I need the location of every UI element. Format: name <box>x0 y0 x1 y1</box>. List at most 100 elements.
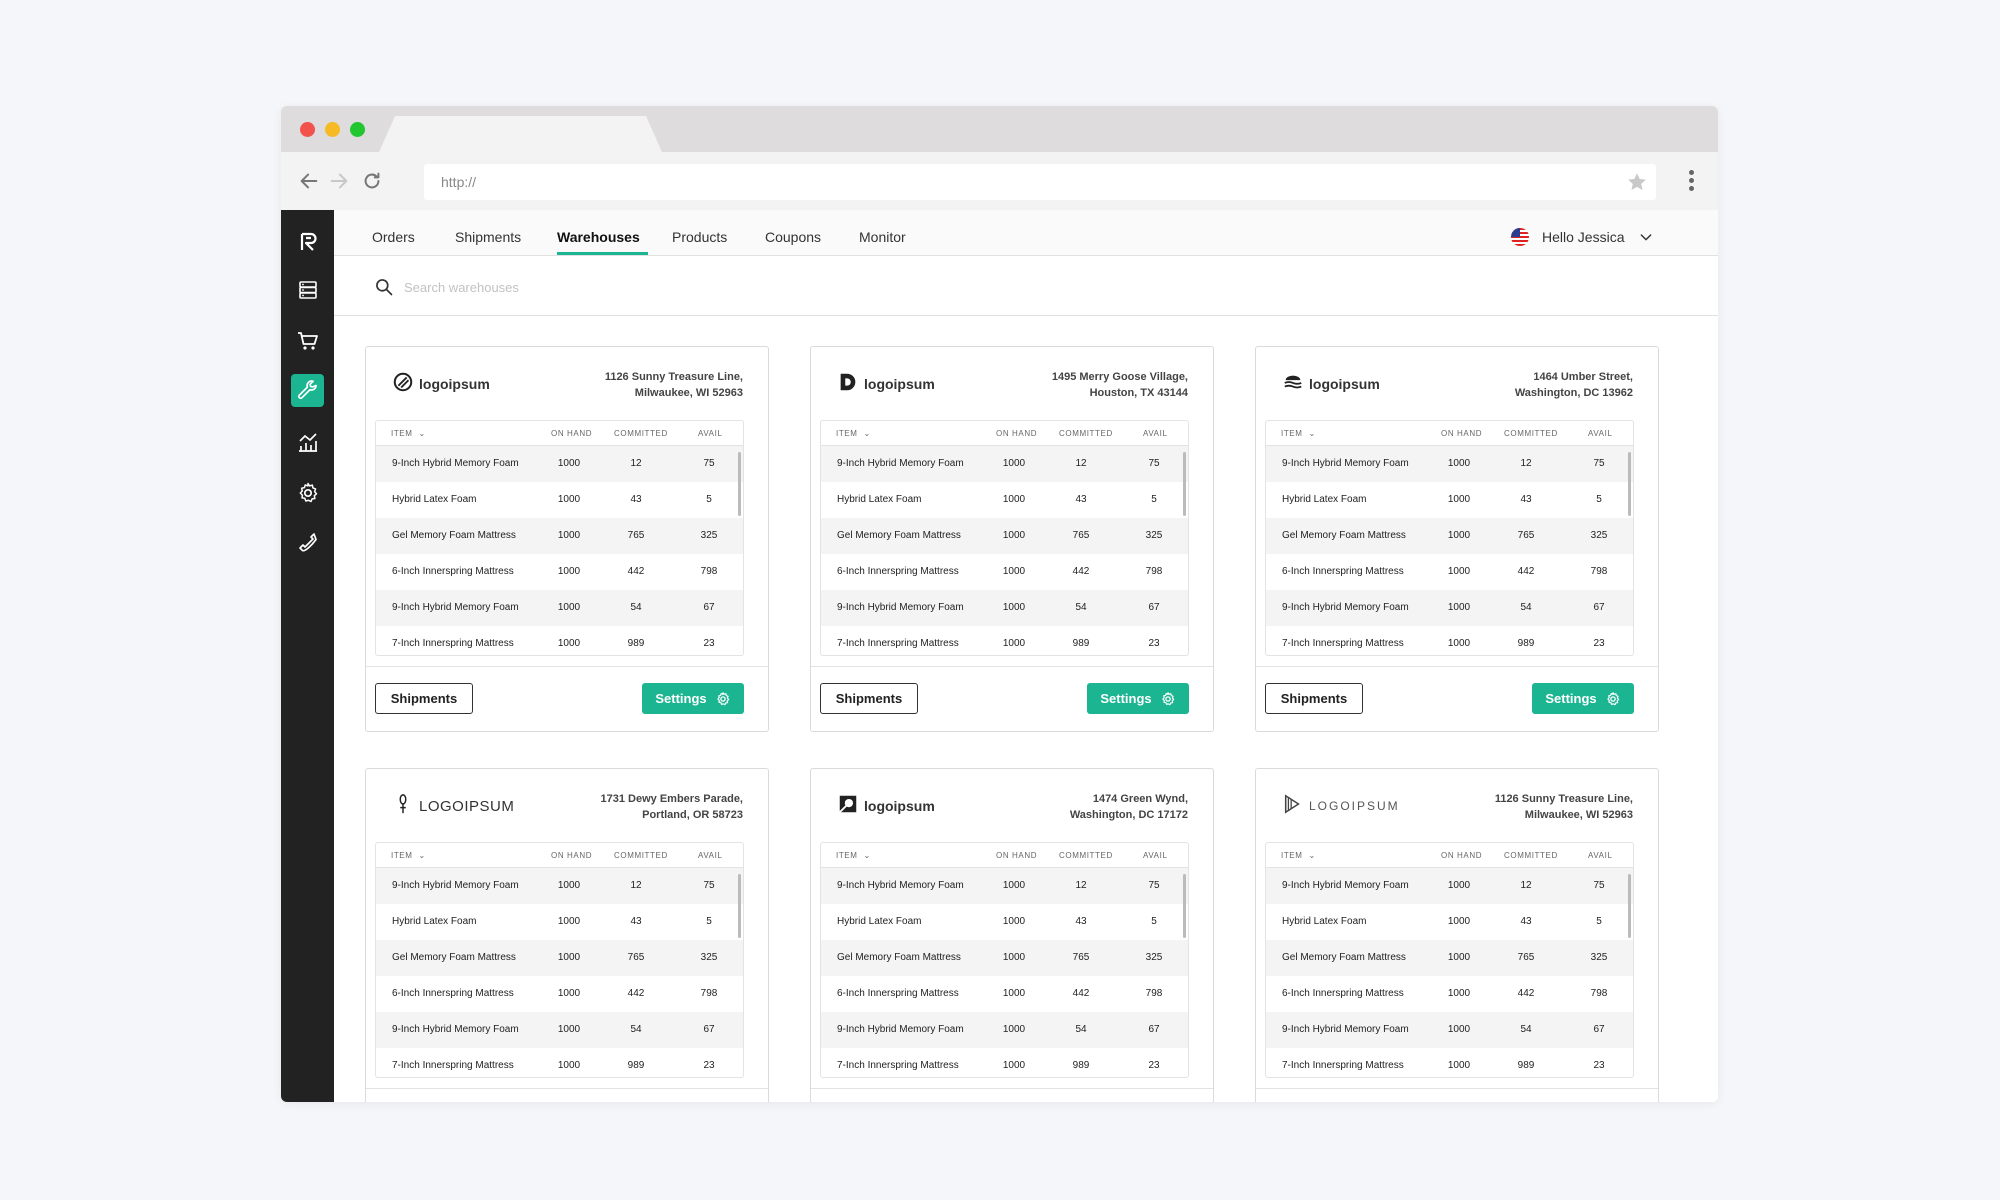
table-row[interactable]: 9-Inch Hybrid Memory Foam 1000 54 67 <box>821 590 1188 626</box>
table-scrollbar[interactable] <box>1183 874 1186 938</box>
warehouse-card: logoipsum 1495 Merry Goose Village, Hous… <box>810 346 1214 732</box>
shipments-button[interactable]: Shipments <box>820 683 918 714</box>
minimize-window-button[interactable] <box>325 122 340 137</box>
search-input[interactable] <box>404 274 804 300</box>
settings-button[interactable]: Settings <box>1087 683 1189 714</box>
table-row[interactable]: Gel Memory Foam Mattress 1000 765 325 <box>1266 518 1633 554</box>
table-header: ITEM ⌄ ON HAND COMMITTED AVAIL <box>376 421 743 446</box>
cell-avail: 325 <box>1145 530 1163 541</box>
table-scrollbar[interactable] <box>738 452 741 516</box>
table-row[interactable]: 7-Inch Innerspring Mattress 1000 989 23 <box>376 626 743 655</box>
chevron-down-icon[interactable]: ⌄ <box>418 429 426 438</box>
column-header-item[interactable]: ITEM ⌄ <box>836 851 871 860</box>
table-row[interactable]: Hybrid Latex Foam 1000 43 5 <box>376 904 743 940</box>
address-bar[interactable]: http:// <box>424 164 1656 200</box>
table-row[interactable]: 6-Inch Innerspring Mattress 1000 442 798 <box>1266 976 1633 1012</box>
table-row[interactable]: Gel Memory Foam Mattress 1000 765 325 <box>376 518 743 554</box>
settings-label[interactable]: Settings <box>1545 691 1597 706</box>
table-row[interactable]: 6-Inch Innerspring Mattress 1000 442 798 <box>376 554 743 590</box>
cell-committed: 989 <box>1072 638 1090 649</box>
back-button[interactable] <box>296 168 322 194</box>
column-header-item[interactable]: ITEM ⌄ <box>1281 429 1316 438</box>
forward-button[interactable] <box>326 168 352 194</box>
table-row[interactable]: 9-Inch Hybrid Memory Foam 1000 54 67 <box>376 590 743 626</box>
table-header: ITEM ⌄ ON HAND COMMITTED AVAIL <box>821 843 1188 868</box>
table-row[interactable]: Hybrid Latex Foam 1000 43 5 <box>821 904 1188 940</box>
table-row[interactable]: 7-Inch Innerspring Mattress 1000 989 23 <box>1266 626 1633 655</box>
table-row[interactable]: 6-Inch Innerspring Mattress 1000 442 798 <box>376 976 743 1012</box>
sidebar-item-orders[interactable] <box>291 324 324 357</box>
table-row[interactable]: 6-Inch Innerspring Mattress 1000 442 798 <box>1266 554 1633 590</box>
reload-button[interactable] <box>359 168 385 194</box>
user-menu[interactable]: Hello Jessica <box>1511 226 1654 248</box>
table-row[interactable]: 9-Inch Hybrid Memory Foam 1000 12 75 <box>376 868 743 904</box>
chevron-down-icon[interactable]: ⌄ <box>1308 429 1316 438</box>
close-window-button[interactable] <box>300 122 315 137</box>
table-row[interactable]: 9-Inch Hybrid Memory Foam 1000 54 67 <box>821 1012 1188 1048</box>
browser-menu-button[interactable] <box>1689 170 1695 194</box>
chevron-down-icon[interactable]: ⌄ <box>863 429 871 438</box>
settings-label[interactable]: Settings <box>1100 691 1152 706</box>
tab-monitor[interactable]: Monitor <box>859 229 906 245</box>
table-scrollbar[interactable] <box>1183 452 1186 516</box>
table-row[interactable]: Gel Memory Foam Mattress 1000 765 325 <box>376 940 743 976</box>
cell-committed: 12 <box>1075 880 1087 891</box>
sidebar-item-inventory[interactable] <box>291 273 324 306</box>
cell-avail: 798 <box>1590 566 1608 577</box>
table-row[interactable]: 9-Inch Hybrid Memory Foam 1000 54 67 <box>376 1012 743 1048</box>
table-row[interactable]: 9-Inch Hybrid Memory Foam 1000 54 67 <box>1266 590 1633 626</box>
table-row[interactable]: Hybrid Latex Foam 1000 43 5 <box>821 482 1188 518</box>
table-row[interactable]: Gel Memory Foam Mattress 1000 765 325 <box>1266 940 1633 976</box>
table-row[interactable]: 9-Inch Hybrid Memory Foam 1000 12 75 <box>1266 446 1633 482</box>
tab-products[interactable]: Products <box>672 229 728 245</box>
chevron-down-icon[interactable]: ⌄ <box>418 851 426 860</box>
table-row[interactable]: 6-Inch Innerspring Mattress 1000 442 798 <box>821 976 1188 1012</box>
column-header-item[interactable]: ITEM ⌄ <box>391 851 426 860</box>
table-row[interactable]: 9-Inch Hybrid Memory Foam 1000 12 75 <box>821 446 1188 482</box>
table-row[interactable]: Gel Memory Foam Mattress 1000 765 325 <box>821 518 1188 554</box>
tab-warehouses[interactable]: Warehouses <box>557 229 640 245</box>
chevron-down-icon[interactable]: ⌄ <box>863 851 871 860</box>
shipments-button[interactable]: Shipments <box>375 683 473 714</box>
url-text[interactable]: http:// <box>441 174 477 190</box>
tab-shipments[interactable]: Shipments <box>455 229 522 245</box>
table-row[interactable]: Gel Memory Foam Mattress 1000 765 325 <box>821 940 1188 976</box>
table-row[interactable]: 9-Inch Hybrid Memory Foam 1000 54 67 <box>1266 1012 1633 1048</box>
table-row[interactable]: 7-Inch Innerspring Mattress 1000 989 23 <box>1266 1048 1633 1077</box>
sidebar-item-warehouses[interactable] <box>291 374 324 407</box>
shipments-button[interactable]: Shipments <box>1265 683 1363 714</box>
table-row[interactable]: 7-Inch Innerspring Mattress 1000 989 23 <box>821 626 1188 655</box>
table-row[interactable]: 6-Inch Innerspring Mattress 1000 442 798 <box>821 554 1188 590</box>
tab-orders[interactable]: Orders <box>372 229 415 245</box>
sidebar-logo[interactable] <box>291 225 324 258</box>
table-row[interactable]: Hybrid Latex Foam 1000 43 5 <box>1266 904 1633 940</box>
chevron-down-icon[interactable]: ⌄ <box>1308 851 1316 860</box>
column-header-item[interactable]: ITEM ⌄ <box>391 429 426 438</box>
settings-button[interactable]: Settings <box>1532 683 1634 714</box>
maximize-window-button[interactable] <box>350 122 365 137</box>
arrow-left-icon <box>300 173 318 189</box>
table-scrollbar[interactable] <box>738 874 741 938</box>
settings-button[interactable]: Settings <box>642 683 744 714</box>
table-row[interactable]: 9-Inch Hybrid Memory Foam 1000 12 75 <box>376 446 743 482</box>
table-row[interactable]: 7-Inch Innerspring Mattress 1000 989 23 <box>821 1048 1188 1077</box>
table-row[interactable]: 9-Inch Hybrid Memory Foam 1000 12 75 <box>1266 868 1633 904</box>
cell-committed: 442 <box>627 988 645 999</box>
phone-icon <box>298 532 317 552</box>
table-row[interactable]: Hybrid Latex Foam 1000 43 5 <box>376 482 743 518</box>
chevron-down-icon[interactable] <box>1638 229 1654 245</box>
browser-tab[interactable] <box>379 116 662 152</box>
table-row[interactable]: 7-Inch Innerspring Mattress 1000 989 23 <box>376 1048 743 1077</box>
sidebar-item-analytics[interactable] <box>291 425 324 458</box>
sidebar-item-settings[interactable] <box>291 476 324 509</box>
table-row[interactable]: Hybrid Latex Foam 1000 43 5 <box>1266 482 1633 518</box>
column-header-item[interactable]: ITEM ⌄ <box>1281 851 1316 860</box>
table-scrollbar[interactable] <box>1628 874 1631 938</box>
column-header-item[interactable]: ITEM ⌄ <box>836 429 871 438</box>
settings-label[interactable]: Settings <box>655 691 707 706</box>
tab-coupons[interactable]: Coupons <box>765 229 822 245</box>
bookmark-star-icon[interactable] <box>1626 171 1648 193</box>
table-row[interactable]: 9-Inch Hybrid Memory Foam 1000 12 75 <box>821 868 1188 904</box>
table-scrollbar[interactable] <box>1628 452 1631 516</box>
sidebar-item-support[interactable] <box>291 526 324 559</box>
